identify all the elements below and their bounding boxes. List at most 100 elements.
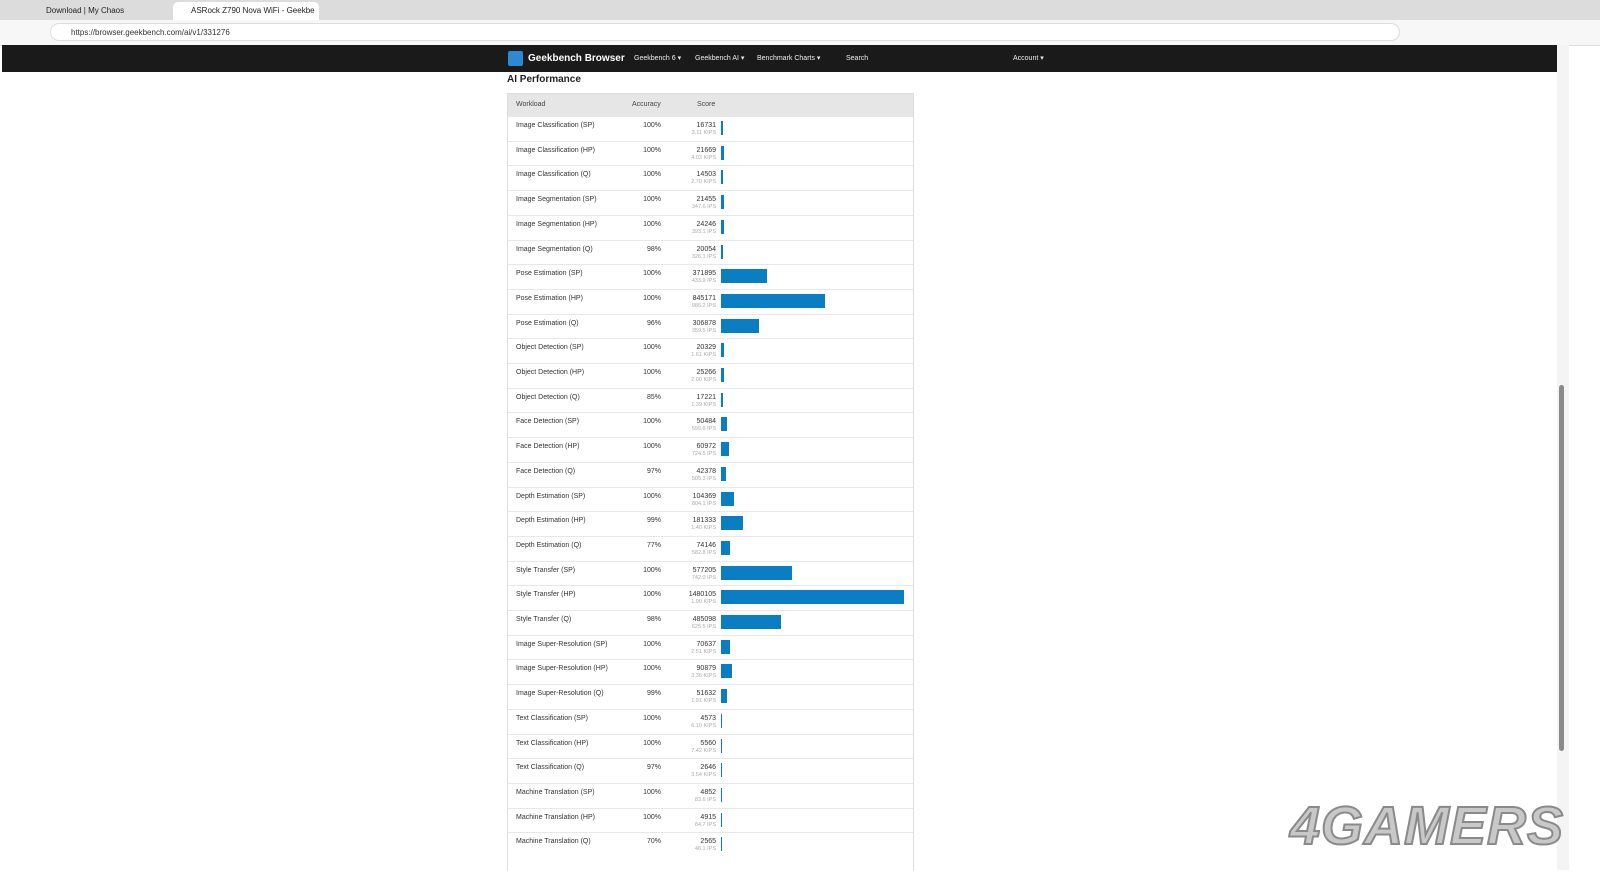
accuracy: 100% xyxy=(643,739,661,748)
workload: Style Transfer (HP) xyxy=(516,590,576,599)
rate: 3.36 KIPS xyxy=(691,672,716,680)
accuracy: 100% xyxy=(643,343,661,352)
accuracy: 100% xyxy=(643,714,661,723)
tab[interactable]: Download | My Chaos xyxy=(28,2,173,20)
accuracy: 100% xyxy=(643,195,661,204)
score-bar xyxy=(721,319,759,333)
workload: Pose Estimation (Q) xyxy=(516,319,579,328)
workload: Object Detection (HP) xyxy=(516,368,584,377)
score-bar xyxy=(721,417,727,431)
workload: Machine Translation (HP) xyxy=(516,813,595,822)
account[interactable]: Account ▾ xyxy=(1013,45,1044,72)
score-bar xyxy=(721,590,904,604)
workload: Image Classification (HP) xyxy=(516,146,595,155)
accuracy: 100% xyxy=(643,813,661,822)
scrollbar-thumb[interactable] xyxy=(1559,385,1564,751)
workload: Image Classification (SP) xyxy=(516,121,595,130)
score-bar xyxy=(721,788,722,802)
score-bar xyxy=(721,813,722,827)
tab-bar: Download | My Chaos ASRock Z790 Nova WiF… xyxy=(0,0,1600,20)
url-field[interactable]: https://browser.geekbench.com/ai/v1/3312… xyxy=(50,23,1400,41)
rate: 986.2 IPS xyxy=(692,302,716,310)
score-bar xyxy=(721,516,743,530)
accuracy: 100% xyxy=(643,442,661,451)
accuracy: 100% xyxy=(643,220,661,229)
rate: 1.90 KIPS xyxy=(691,598,716,606)
score-bar xyxy=(721,664,732,678)
accuracy: 100% xyxy=(643,294,661,303)
score-bar xyxy=(721,343,724,357)
workload: Text Classification (SP) xyxy=(516,714,588,723)
rate: 582.8 IPS xyxy=(692,549,716,557)
score-bar xyxy=(721,442,729,456)
accuracy: 100% xyxy=(643,566,661,575)
accuracy: 100% xyxy=(643,664,661,673)
workload: Image Segmentation (Q) xyxy=(516,245,593,254)
accuracy: 96% xyxy=(647,319,661,328)
accuracy: 77% xyxy=(647,541,661,550)
accuracy: 98% xyxy=(647,615,661,624)
score-bar xyxy=(721,541,730,555)
column-header: Accuracy xyxy=(632,94,661,116)
score-bar xyxy=(721,294,825,308)
accuracy: 98% xyxy=(647,245,661,254)
rate: 724.5 IPS xyxy=(692,450,716,458)
score-bar xyxy=(721,269,767,283)
accuracy: 70% xyxy=(647,837,661,846)
workload: Depth Estimation (SP) xyxy=(516,492,585,501)
search[interactable]: Search xyxy=(846,45,868,72)
workload: Object Detection (SP) xyxy=(516,343,584,352)
score-bar xyxy=(721,195,724,209)
score-bar xyxy=(721,689,727,703)
rate: 742.0 IPS xyxy=(692,574,716,582)
accuracy: 100% xyxy=(643,590,661,599)
watermark: 4GAMERS xyxy=(1290,795,1564,857)
rate: 347.6 IPS xyxy=(692,203,716,211)
rate: 46.1 IPS xyxy=(695,845,716,853)
accuracy: 97% xyxy=(647,763,661,772)
workload: Image Super-Resolution (HP) xyxy=(516,664,608,673)
nav-item[interactable]: Geekbench AI ▾ xyxy=(695,45,744,72)
rate: 1.40 KIPS xyxy=(691,524,716,532)
site-nav: Geekbench Browser Geekbench 6 ▾ Geekbenc… xyxy=(2,45,1557,72)
logo[interactable] xyxy=(508,51,523,66)
tab-active[interactable]: ASRock Z790 Nova WiFi - Geekbe xyxy=(173,2,319,20)
accuracy: 100% xyxy=(643,170,661,179)
rate: 2.51 KIPS xyxy=(691,648,716,656)
brand[interactable]: Geekbench Browser xyxy=(528,45,625,72)
accuracy: 100% xyxy=(643,121,661,130)
score-bar xyxy=(721,640,730,654)
accuracy: 100% xyxy=(643,146,661,155)
workload: Depth Estimation (HP) xyxy=(516,516,586,525)
section-title: AI Performance xyxy=(507,74,581,85)
workload: Image Segmentation (SP) xyxy=(516,195,597,204)
nav-item[interactable]: Benchmark Charts ▾ xyxy=(757,45,820,72)
accuracy: 99% xyxy=(647,689,661,698)
nav-item[interactable]: Geekbench 6 ▾ xyxy=(634,45,681,72)
rate: 3.11 KIPS xyxy=(692,129,716,137)
score-bar xyxy=(721,615,781,629)
rate: 6.10 KIPS xyxy=(691,722,716,730)
rate: 84.7 IPS xyxy=(695,821,716,829)
score-bar xyxy=(721,368,724,382)
score-bar xyxy=(721,220,724,234)
workload: Image Classification (Q) xyxy=(516,170,591,179)
workload: Machine Translation (Q) xyxy=(516,837,591,846)
results-table: Workload Accuracy Score Image Classifica… xyxy=(507,93,914,871)
accuracy: 99% xyxy=(647,516,661,525)
accuracy: 100% xyxy=(643,368,661,377)
workload: Face Detection (HP) xyxy=(516,442,579,451)
